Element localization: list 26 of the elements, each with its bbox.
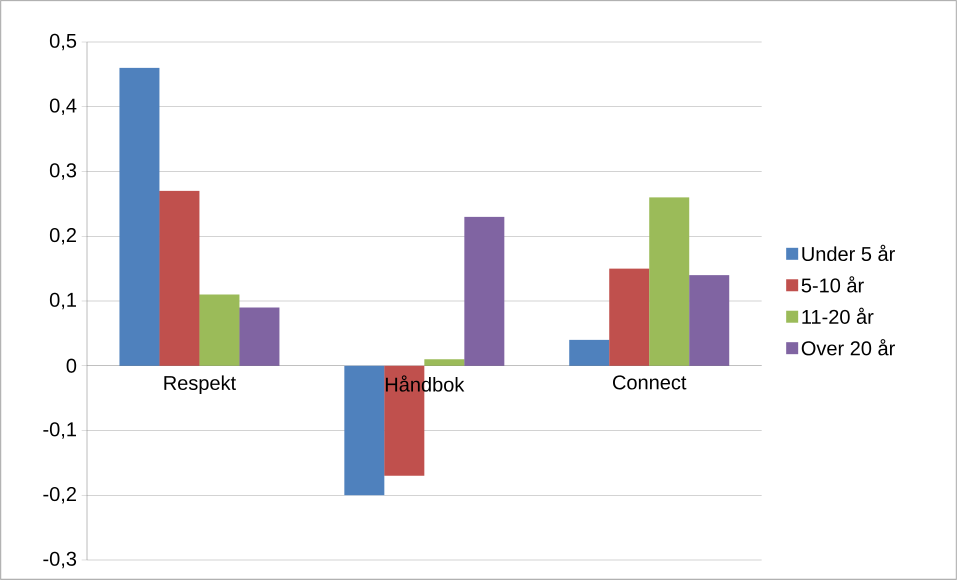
bar [609, 268, 650, 366]
y-tick-label: 0,2 [50, 228, 76, 244]
bar [344, 366, 384, 496]
y-tick-label: 0,1 [50, 292, 76, 310]
y-tick-label: 0 [66, 358, 76, 373]
bar [689, 275, 730, 366]
y-tick-label: -0,2 [43, 486, 76, 504]
legend-label: Under 5 år [802, 244, 895, 262]
bar [159, 190, 200, 366]
bar [424, 359, 464, 366]
y-tick-label: 0,3 [50, 163, 76, 180]
bar [199, 294, 240, 366]
x-tick-label: Respekt [164, 375, 236, 394]
legend-label: Over 20 år [802, 339, 895, 356]
bar [464, 216, 504, 366]
legend-label: 11-20 år [802, 308, 874, 324]
y-tick-label: -0,3 [43, 552, 76, 568]
y-tick-label: 0,4 [50, 98, 76, 116]
legend-label: 5-10 år [802, 276, 864, 293]
y-tick-label: 0,5 [50, 34, 76, 50]
bar [569, 340, 610, 366]
bar [649, 197, 690, 366]
bar [239, 307, 280, 366]
x-tick-label: Connect [613, 375, 686, 390]
y-tick-label: -0,1 [43, 422, 76, 439]
bar [119, 68, 160, 366]
